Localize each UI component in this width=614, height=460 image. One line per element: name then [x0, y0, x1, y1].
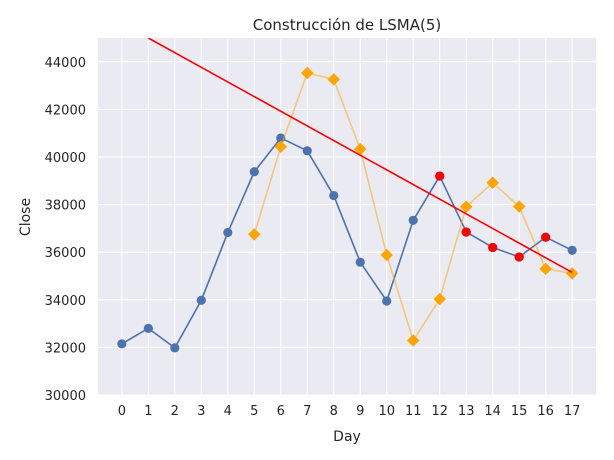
x-tick-label: 6 [277, 404, 285, 419]
series-0-marker [329, 190, 339, 201]
series-0-marker [143, 323, 153, 333]
x-tick-label: 7 [303, 404, 311, 419]
y-tick-label: 30000 [45, 389, 86, 404]
x-tick-label: 4 [224, 404, 232, 419]
x-tick-label: 5 [250, 404, 258, 419]
x-tick-label: 8 [330, 404, 338, 419]
ticks-layer: 0 1 2 3 4 5 6 7 8 9 10 11 12 13 14 15 16 1730000320003400… [45, 56, 581, 419]
y-axis-label: Close [18, 198, 34, 236]
series-1-marker [433, 292, 447, 306]
series-0-marker [196, 295, 206, 305]
y-tick-label: 44000 [45, 56, 86, 71]
series-1-marker [539, 262, 553, 276]
x-tick-label: 17 [564, 404, 581, 419]
series-0-marker [355, 257, 365, 267]
series-1-marker [512, 200, 526, 213]
series-1-marker [327, 73, 341, 86]
x-tick-label: 0 [118, 404, 126, 419]
x-tick-label: 10 [378, 404, 395, 419]
y-tick-label: 36000 [45, 246, 86, 261]
series-0-marker [223, 227, 233, 238]
series-2-marker [488, 242, 498, 253]
series-2-marker [514, 252, 524, 262]
series-0-marker [170, 343, 180, 353]
series-0-marker [567, 245, 577, 255]
y-tick-label: 32000 [45, 341, 86, 356]
y-tick-label: 40000 [45, 151, 86, 166]
series-1-marker [406, 334, 420, 347]
x-tick-label: 2 [171, 404, 179, 419]
series-1-marker [486, 176, 500, 190]
x-axis-label: Day [333, 429, 361, 445]
series-0-marker [382, 296, 392, 306]
x-tick-label: 16 [537, 404, 554, 419]
x-tick-label: 13 [458, 404, 475, 419]
x-tick-label: 12 [431, 404, 448, 419]
series-1-marker [274, 140, 288, 154]
series-2-marker [541, 232, 551, 242]
series-1-marker [247, 227, 261, 241]
series-0-marker [408, 215, 418, 225]
series-1-marker [300, 66, 314, 80]
series-2-marker [461, 227, 471, 237]
chart-title: Construcción de LSMA(5) [253, 16, 442, 34]
series-0-marker [249, 167, 259, 177]
x-tick-label: 11 [405, 404, 422, 419]
series-0-marker [117, 339, 127, 349]
series-1-marker [459, 200, 473, 214]
x-tick-label: 1 [144, 404, 152, 419]
series-1-marker [380, 248, 394, 262]
series-0-line [121, 137, 573, 349]
plot-background [98, 38, 596, 395]
series-layer [117, 38, 579, 353]
y-tick-label: 34000 [45, 294, 86, 309]
series-2-marker [435, 171, 445, 181]
series-0-marker [302, 146, 312, 156]
y-tick-label: 42000 [45, 103, 86, 118]
series-3-line [147, 38, 573, 274]
x-tick-label: 9 [356, 404, 364, 419]
x-tick-label: 3 [197, 404, 205, 419]
x-tick-label: 15 [511, 404, 528, 419]
x-tick-label: 14 [484, 404, 501, 419]
y-tick-label: 38000 [45, 199, 86, 214]
